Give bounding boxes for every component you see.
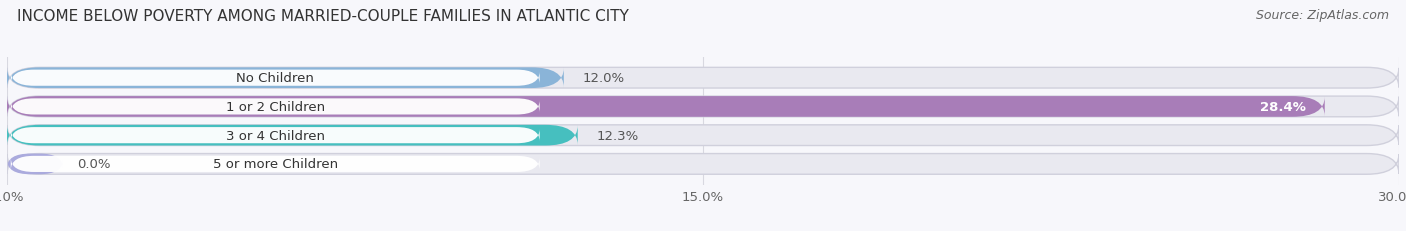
Text: INCOME BELOW POVERTY AMONG MARRIED-COUPLE FAMILIES IN ATLANTIC CITY: INCOME BELOW POVERTY AMONG MARRIED-COUPL… [17, 9, 628, 24]
FancyBboxPatch shape [7, 125, 1399, 146]
FancyBboxPatch shape [7, 68, 1399, 89]
Text: 3 or 4 Children: 3 or 4 Children [226, 129, 325, 142]
Text: 28.4%: 28.4% [1260, 100, 1306, 113]
FancyBboxPatch shape [7, 125, 578, 146]
FancyBboxPatch shape [11, 156, 540, 172]
FancyBboxPatch shape [11, 128, 540, 144]
FancyBboxPatch shape [11, 70, 540, 86]
FancyBboxPatch shape [7, 97, 1399, 117]
FancyBboxPatch shape [7, 68, 564, 89]
FancyBboxPatch shape [7, 154, 63, 174]
Text: No Children: No Children [236, 72, 314, 85]
Text: 1 or 2 Children: 1 or 2 Children [225, 100, 325, 113]
Text: Source: ZipAtlas.com: Source: ZipAtlas.com [1256, 9, 1389, 22]
Text: 12.3%: 12.3% [596, 129, 638, 142]
Text: 0.0%: 0.0% [77, 158, 110, 171]
FancyBboxPatch shape [11, 99, 540, 115]
Text: 12.0%: 12.0% [582, 72, 624, 85]
Text: 5 or more Children: 5 or more Children [212, 158, 337, 171]
FancyBboxPatch shape [7, 97, 1324, 117]
FancyBboxPatch shape [7, 154, 1399, 174]
